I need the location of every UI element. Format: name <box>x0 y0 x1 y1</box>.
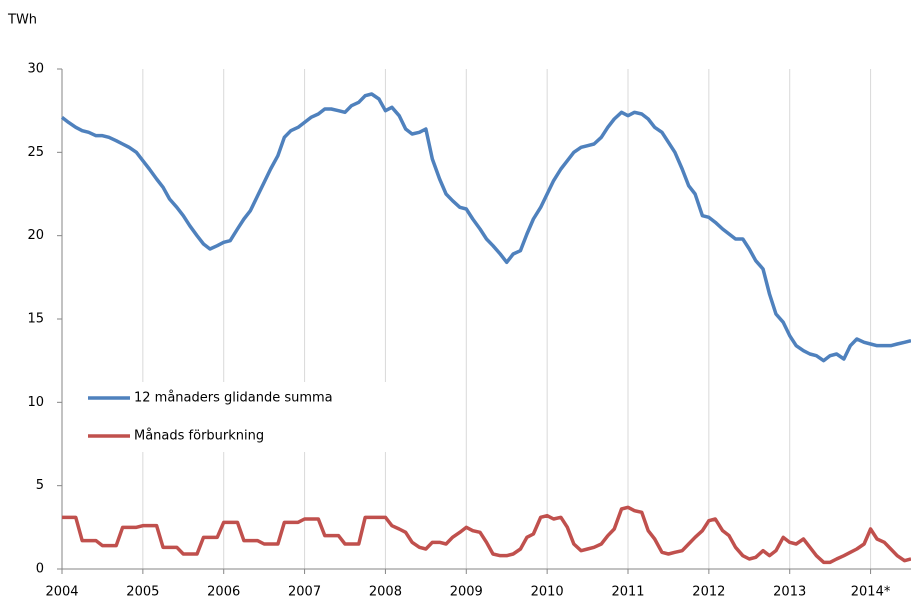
series-line <box>60 92 911 363</box>
y-tick-label: 25 <box>27 145 44 160</box>
x-tick-label: 2005 <box>126 585 159 600</box>
x-tick-label: 2006 <box>207 585 240 600</box>
y-tick-label: 15 <box>27 312 44 327</box>
y-tick-label: 10 <box>27 395 44 410</box>
y-tick-label: 30 <box>27 62 44 77</box>
x-tick-label: 2010 <box>531 585 564 600</box>
x-tick-label: 2011 <box>611 585 644 600</box>
y-tick-label: 20 <box>27 228 44 243</box>
x-tick-label: 2004 <box>45 585 78 600</box>
x-tick-label: 2012 <box>692 585 725 600</box>
series-line <box>62 505 911 565</box>
x-tick-label: 2013 <box>773 585 806 600</box>
x-tick-label: 2008 <box>369 585 402 600</box>
legend-label: 12 månaders glidande summa <box>134 391 333 406</box>
x-tick-label: 2009 <box>450 585 483 600</box>
y-axis-label: TWh <box>7 13 37 28</box>
legend-background <box>78 382 398 452</box>
legend-label: Månads förburkning <box>134 429 264 444</box>
y-tick-label: 0 <box>36 562 44 577</box>
x-tick-label: 2014* <box>851 585 891 600</box>
y-tick-label: 5 <box>36 478 44 493</box>
x-tick-label: 2007 <box>288 585 321 600</box>
